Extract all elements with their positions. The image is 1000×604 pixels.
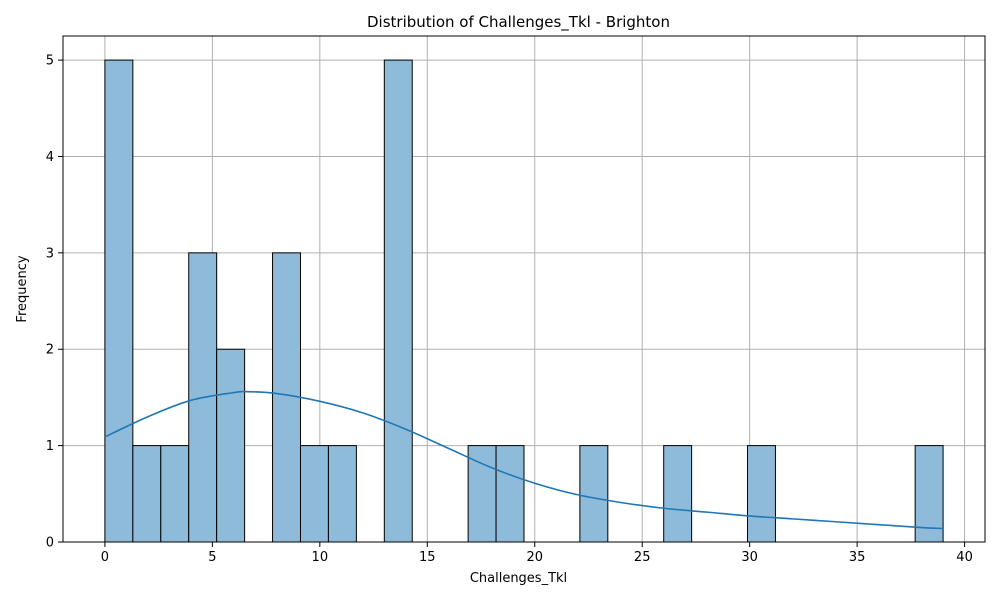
kde-curve-group xyxy=(104,390,944,530)
histogram-bar xyxy=(104,59,134,543)
histogram-bar xyxy=(299,445,329,543)
x-tick-label: 0 xyxy=(101,550,109,565)
y-tick-label: 2 xyxy=(46,343,54,358)
histogram-bar xyxy=(383,59,413,543)
histogram-bar xyxy=(132,445,162,543)
histogram-bars xyxy=(104,59,944,543)
x-axis-label: Challenges_Tkl xyxy=(470,571,567,586)
axes-border xyxy=(62,35,986,543)
x-tick-label: 40 xyxy=(956,550,973,565)
axis-ticks: 0 5 10 15 20 25 30 35 40 0 1 2 3 4 5 xyxy=(46,54,973,565)
histogram-bar xyxy=(160,445,190,543)
histogram-bar xyxy=(663,445,693,543)
axes-frame xyxy=(62,35,986,543)
y-axis-label: Frequency xyxy=(15,255,30,322)
histogram-bar xyxy=(272,252,301,543)
y-tick-label: 3 xyxy=(46,246,54,261)
x-tick-label: 30 xyxy=(741,550,758,565)
x-tick-label: 20 xyxy=(526,550,543,565)
histogram-bar xyxy=(327,445,357,543)
histogram-bar xyxy=(579,445,609,543)
histogram-bar xyxy=(747,445,776,543)
histogram-bar xyxy=(216,348,246,543)
y-tick-label: 1 xyxy=(46,439,54,454)
x-tick-label: 5 xyxy=(208,550,216,565)
x-tick-label: 10 xyxy=(312,550,329,565)
x-tick-label: 15 xyxy=(419,550,436,565)
x-tick-label: 35 xyxy=(849,550,866,565)
x-tick-label: 25 xyxy=(634,550,651,565)
chart-title: Distribution of Challenges_Tkl - Brighto… xyxy=(367,13,670,32)
y-tick-label: 4 xyxy=(46,150,54,165)
histogram-bar xyxy=(914,445,944,543)
histogram-bar xyxy=(495,445,525,543)
y-tick-label: 5 xyxy=(46,54,54,69)
kde-curve xyxy=(104,390,944,530)
y-tick-label: 0 xyxy=(46,536,54,551)
